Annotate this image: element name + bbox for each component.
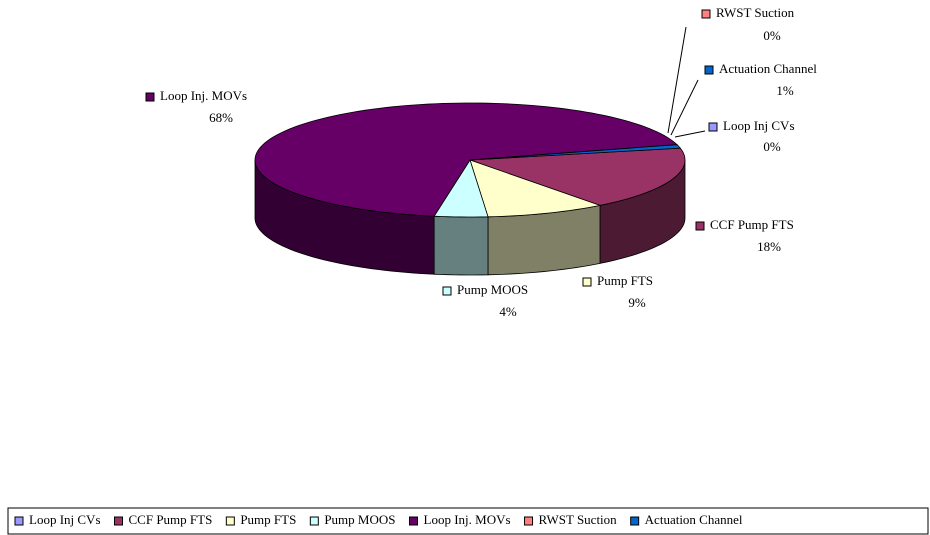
pie-slice-side <box>433 215 489 276</box>
legend-label: CCF Pump FTS <box>129 512 213 527</box>
data-label-name: Loop Inj CVs <box>723 118 795 133</box>
label-marker <box>708 122 718 132</box>
legend-label: Pump FTS <box>240 512 296 527</box>
leader-line <box>674 130 706 138</box>
legend-label: Pump MOOS <box>324 512 395 527</box>
data-label-value: 4% <box>499 304 517 319</box>
data-label-name: Actuation Channel <box>719 61 817 76</box>
data-label-name: RWST Suction <box>716 5 795 20</box>
label-marker <box>442 286 452 296</box>
data-label-name: Loop Inj. MOVs <box>160 88 247 103</box>
data-label-value: 18% <box>757 239 781 254</box>
data-label-value: 0% <box>763 28 781 43</box>
label-marker <box>582 277 592 287</box>
label-marker <box>695 221 705 231</box>
label-marker <box>145 92 155 102</box>
data-label-value: 1% <box>776 83 794 98</box>
legend-label: Loop Inj CVs <box>29 512 101 527</box>
legend-marker <box>114 516 123 526</box>
pie-slice <box>254 102 679 217</box>
pie-slice <box>469 144 682 161</box>
legend-marker <box>225 516 235 526</box>
leader-lines <box>667 26 706 138</box>
legend-marker <box>409 516 418 526</box>
legend-marker <box>14 516 24 526</box>
legend-label: Actuation Channel <box>645 512 743 527</box>
pie-slice <box>469 159 602 218</box>
pie-slice <box>469 147 686 206</box>
data-label-value: 9% <box>628 295 646 310</box>
data-label-name: Pump MOOS <box>457 282 528 297</box>
legend-marker <box>630 516 640 526</box>
legend-label: RWST Suction <box>539 512 618 527</box>
data-label-name: Pump FTS <box>597 273 653 288</box>
legend-marker <box>309 516 319 526</box>
legend-label: Loop Inj. MOVs <box>424 512 511 527</box>
leader-line <box>670 79 699 136</box>
pie-tops <box>254 102 686 218</box>
data-label-value: 0% <box>763 139 781 154</box>
data-label-value: 68% <box>209 110 233 125</box>
leader-line <box>667 26 687 134</box>
data-label-name: CCF Pump FTS <box>710 217 794 232</box>
legend-box <box>7 507 929 535</box>
pie-sides <box>254 159 686 276</box>
pie-slice <box>433 159 489 218</box>
legend-marker <box>524 516 534 526</box>
label-marker <box>704 65 714 75</box>
label-marker <box>701 9 711 19</box>
